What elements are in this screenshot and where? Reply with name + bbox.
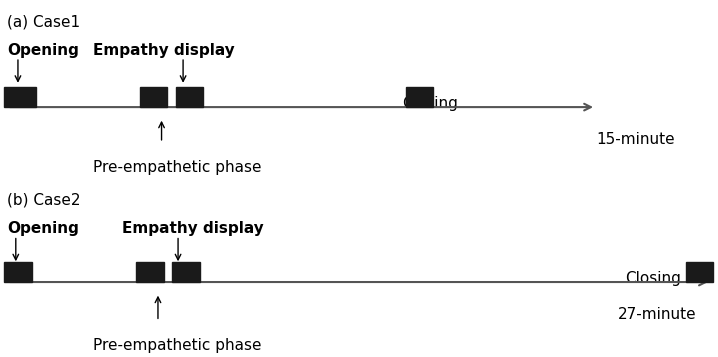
- Text: (a) Case1: (a) Case1: [7, 14, 80, 29]
- Text: Empathy display: Empathy display: [93, 43, 235, 58]
- Bar: [4, 262, 32, 282]
- Bar: [172, 262, 200, 282]
- Bar: [686, 262, 713, 282]
- Text: (b) Case2: (b) Case2: [7, 193, 80, 208]
- Bar: [136, 262, 164, 282]
- Text: Opening: Opening: [7, 221, 79, 236]
- Text: 15-minute: 15-minute: [596, 132, 675, 147]
- Text: Opening: Opening: [7, 43, 79, 58]
- Bar: [406, 87, 433, 107]
- Bar: [176, 87, 203, 107]
- Text: Pre-empathetic phase: Pre-empathetic phase: [93, 160, 262, 175]
- Bar: [4, 87, 36, 107]
- Bar: [140, 87, 167, 107]
- Text: Empathy display: Empathy display: [122, 221, 264, 236]
- Text: 27-minute: 27-minute: [617, 307, 696, 322]
- Text: Closing: Closing: [625, 271, 681, 286]
- Text: Pre-empathetic phase: Pre-empathetic phase: [93, 338, 262, 353]
- Text: Closing: Closing: [402, 96, 458, 111]
